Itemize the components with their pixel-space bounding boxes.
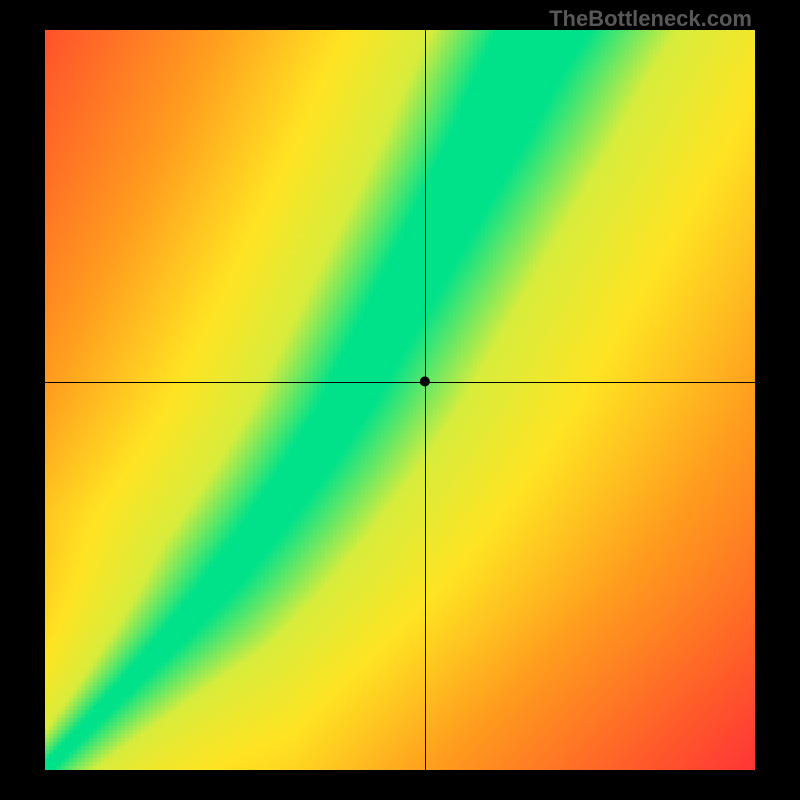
attribution-text: TheBottleneck.com — [549, 6, 752, 32]
heatmap-canvas — [0, 0, 800, 800]
chart-container: TheBottleneck.com — [0, 0, 800, 800]
